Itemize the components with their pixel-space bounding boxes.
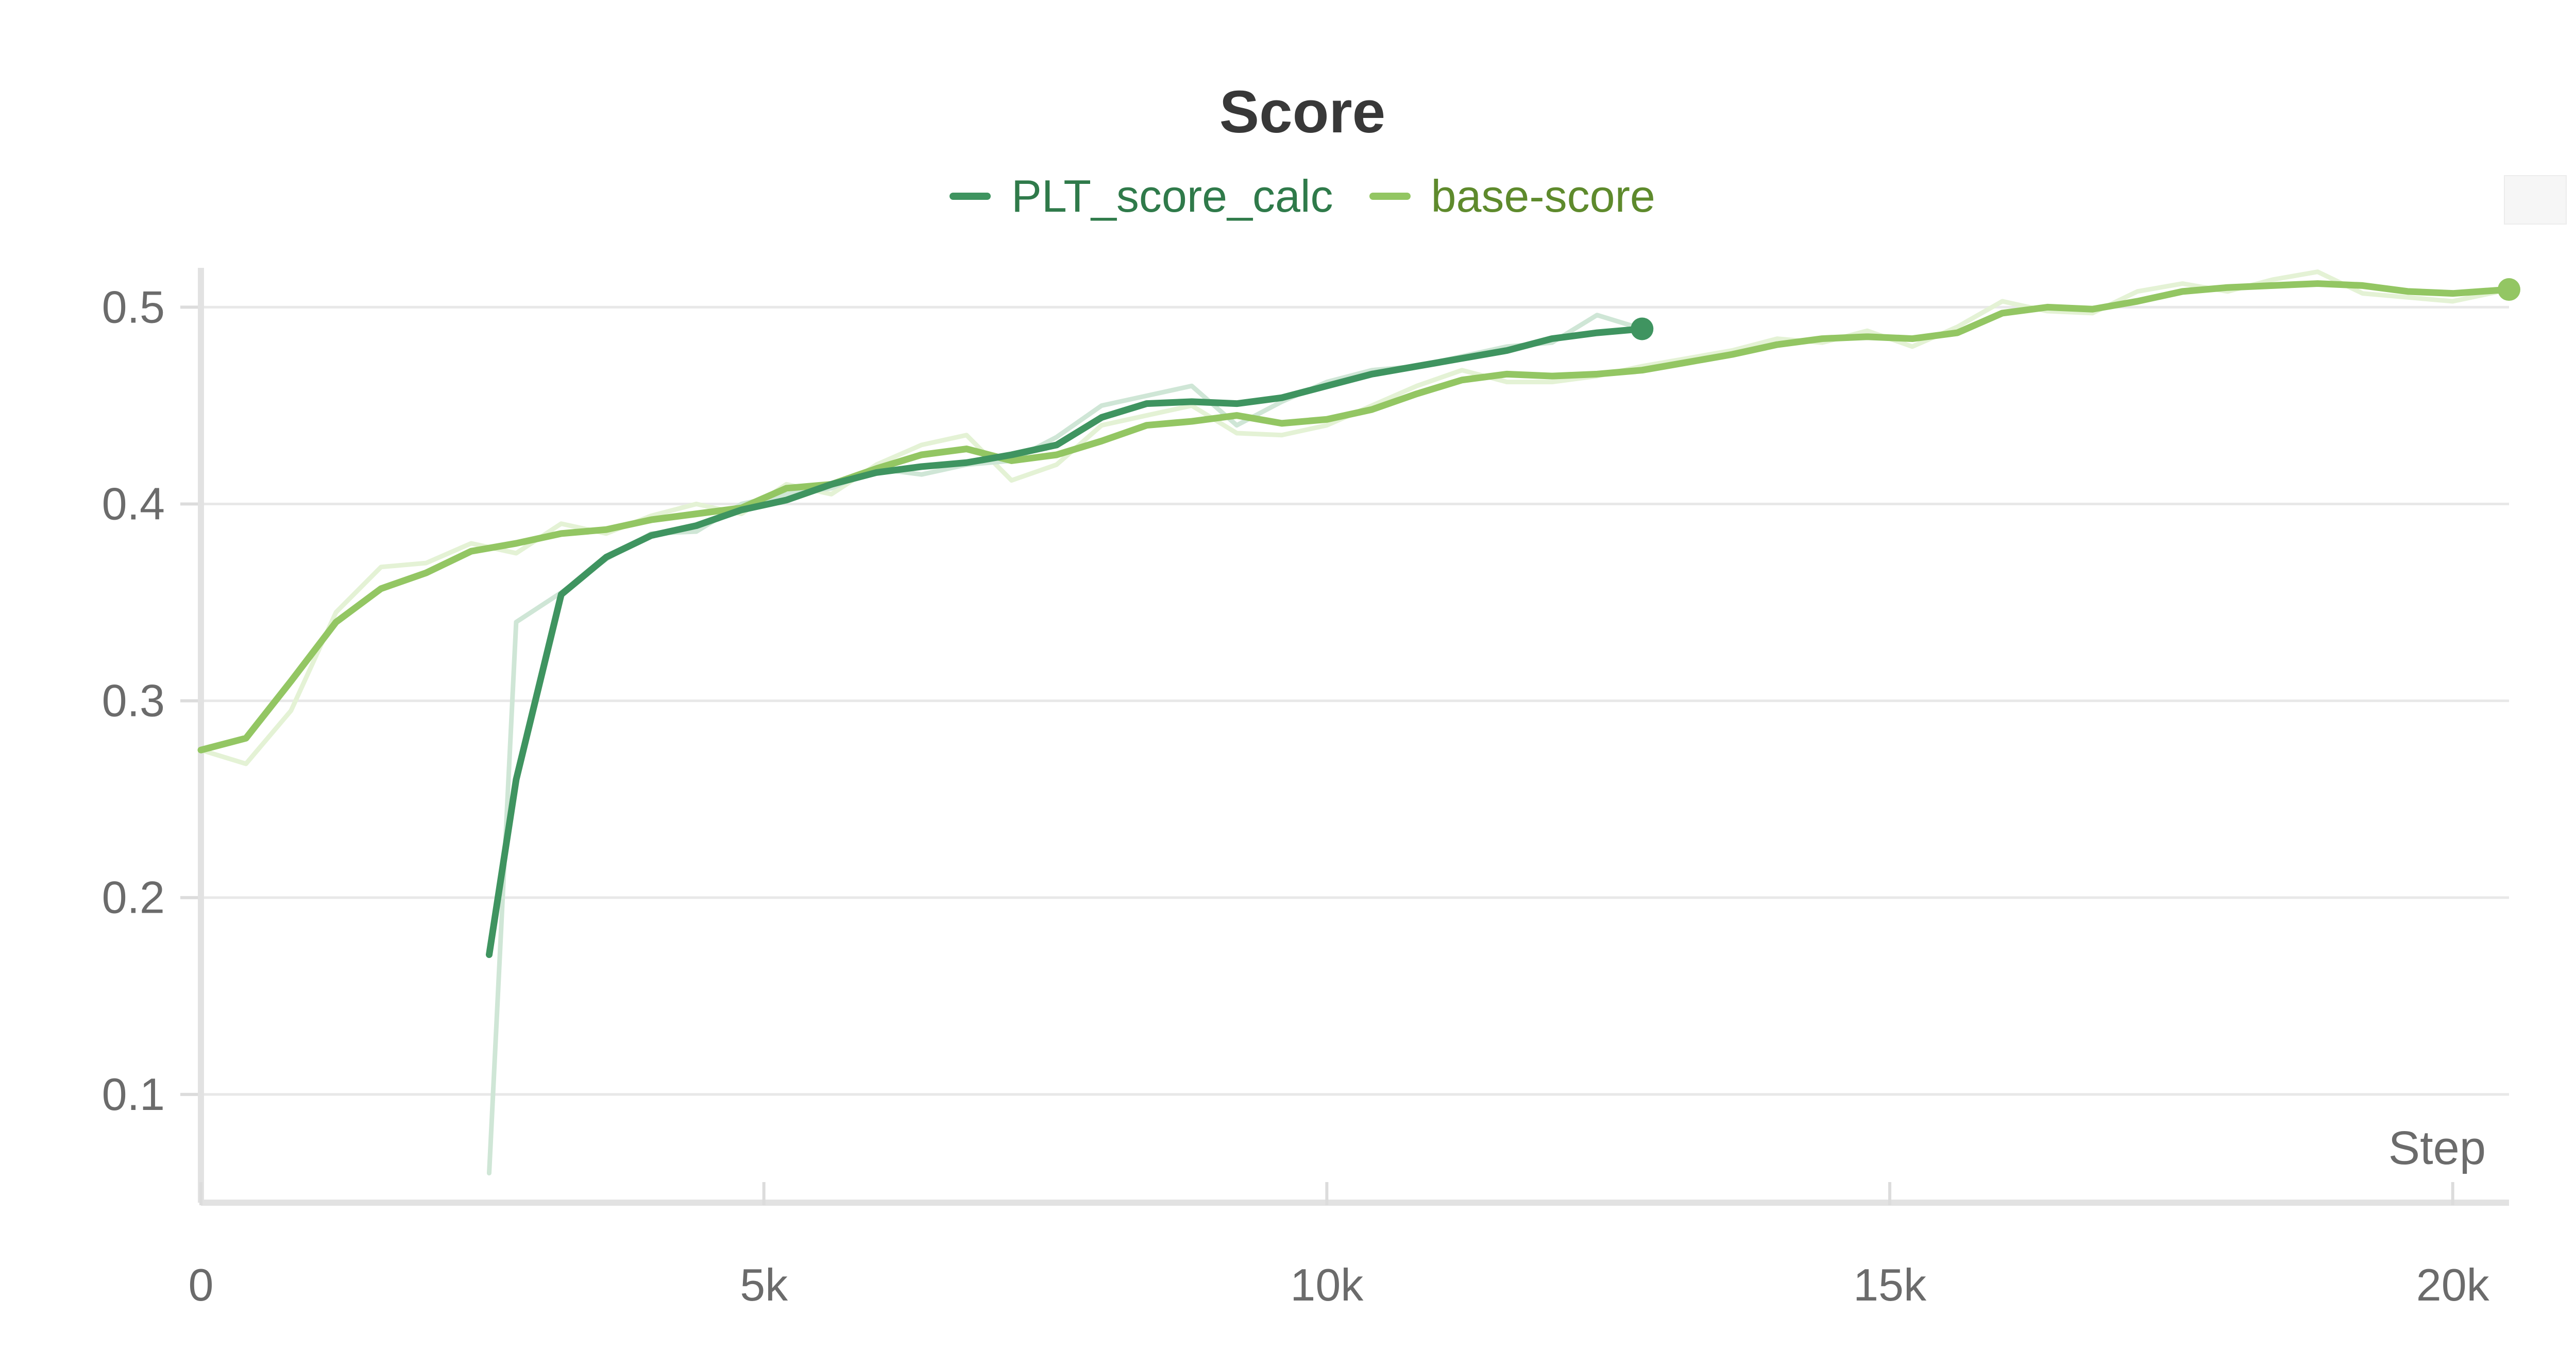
- legend-item-base-score[interactable]: base-score: [1369, 170, 1655, 223]
- series-line-plt-score-calc: [485, 325, 1646, 959]
- series-endpoint-base-score: [2498, 278, 2520, 301]
- panel-menu-button[interactable]: [2504, 175, 2567, 225]
- y-tick-label: 0.4: [102, 478, 165, 529]
- grid-lines: [201, 305, 2509, 1096]
- x-tick-label: 20k: [2416, 1259, 2490, 1310]
- legend-swatch-plt-score-calc: [950, 193, 991, 200]
- y-tick-label: 0.1: [102, 1069, 165, 1120]
- legend-label-plt-score-calc: PLT_score_calc: [1011, 170, 1333, 221]
- x-tick-label: 5k: [740, 1259, 788, 1310]
- legend-item-plt-score-calc[interactable]: PLT_score_calc: [950, 170, 1333, 223]
- legend-label-base-score: base-score: [1431, 170, 1655, 221]
- legend: PLT_score_calc base-score: [0, 170, 2576, 223]
- x-tick-label: 10k: [1290, 1259, 1364, 1310]
- x-axis-title: Step: [2388, 1122, 2486, 1174]
- axes: [180, 268, 2509, 1206]
- x-tick-label: 0: [189, 1259, 214, 1310]
- series-raw-plt-score-calc: [486, 313, 1645, 1176]
- series-layer: [197, 269, 2520, 1176]
- series-raw-base-score: [198, 269, 2512, 766]
- y-tick-label: 0.3: [102, 675, 165, 726]
- tick-labels: 0.1 0.2 0.3 0.4 0.5 0 5k 10k 15k 20k: [102, 281, 2490, 1310]
- series-endpoint-plt-score-calc: [1631, 317, 1654, 340]
- y-tick-label: 0.5: [102, 281, 165, 332]
- legend-swatch-base-score: [1369, 193, 1411, 200]
- series-line-base-score: [197, 280, 2513, 754]
- chart-title: Score: [1219, 78, 1386, 145]
- y-tick-label: 0.2: [102, 872, 165, 923]
- x-tick-label: 15k: [1853, 1259, 1927, 1310]
